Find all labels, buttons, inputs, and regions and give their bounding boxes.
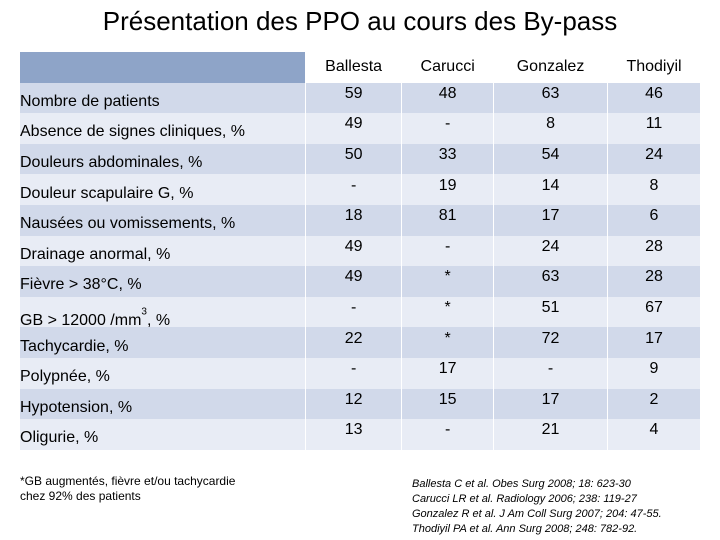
cell-value: 59 [304,82,402,114]
reference-item: Carucci LR et al. Radiology 2006; 238: 1… [412,493,637,505]
table-row: Absence de signes cliniques, % 49 - 8 11 [20,113,700,144]
cell-value: 18 [304,204,402,236]
cell-value: 22 [304,327,402,358]
cell-value: 15 [401,388,494,420]
footnote-line: chez 92% des patients [20,489,141,503]
row-label: Douleurs abdominales, % [20,143,306,175]
row-label: Nausées ou vomissements, % [20,204,306,236]
cell-value: 8 [607,174,700,205]
cell-value: - [401,113,494,144]
table-header-row: Ballesta Carucci Gonzalez Thodiyil [20,52,700,83]
cell-value: 49 [304,266,402,297]
row-label: Oligurie, % [20,419,306,450]
cell-value: 24 [493,235,608,267]
cell-value: 19 [401,174,494,205]
cell-value: 21 [493,419,608,450]
footnote-line: *GB augmentés, fièvre et/ou tachycardie [20,474,236,488]
cell-value: 63 [493,266,608,297]
row-label: Absence de signes cliniques, % [20,113,306,144]
table-row: Drainage anormal, % 49 - 24 28 [20,235,700,267]
column-header-carucci: Carucci [401,52,494,83]
reference-item: Gonzalez R et al. J Am Coll Surg 2007; 2… [412,508,662,520]
cell-value: 2 [607,388,700,420]
cell-value: 6 [607,204,700,236]
table-corner-cell [20,52,306,83]
cell-value: 54 [493,143,608,175]
table-row: Oligurie, % 13 - 21 4 [20,419,700,450]
reference-item: Ballesta C et al. Obes Surg 2008; 18: 62… [412,478,631,490]
references: Ballesta C et al. Obes Surg 2008; 18: 62… [412,477,712,537]
cell-value: 49 [304,235,402,267]
cell-value: - [493,357,608,389]
cell-value: 17 [401,357,494,389]
cell-value: 63 [493,82,608,114]
footnote: *GB augmentés, fièvre et/ou tachycardie … [20,474,340,504]
row-label: Drainage anormal, % [20,235,306,267]
cell-value: 67 [607,296,700,328]
cell-value: - [401,235,494,267]
cell-value: - [304,296,402,328]
row-label: Fièvre > 38°C, % [20,266,306,297]
cell-value: 72 [493,327,608,358]
cell-value: 17 [493,204,608,236]
table-row: Hypotension, % 12 15 17 2 [20,388,700,420]
cell-value: 9 [607,357,700,389]
cell-value: 14 [493,174,608,205]
cell-value: 51 [493,296,608,328]
cell-value: 8 [493,113,608,144]
row-label: Hypotension, % [20,388,306,420]
table-row: GB > 12000 /mm3, % - * 51 67 [20,296,700,329]
cell-value: 28 [607,266,700,297]
cell-value: * [401,296,494,328]
column-header-gonzalez: Gonzalez [493,52,608,83]
cell-value: - [304,174,402,205]
cell-value: 49 [304,113,402,144]
cell-value: 24 [607,143,700,175]
table-row: Douleurs abdominales, % 50 33 54 24 [20,143,700,175]
cell-value: - [401,419,494,450]
cell-value: 4 [607,419,700,450]
cell-value: 13 [304,419,402,450]
column-header-thodiyil: Thodiyil [607,52,700,83]
row-label: Tachycardie, % [20,327,306,358]
cell-value: - [304,357,402,389]
cell-value: 11 [607,113,700,144]
column-header-ballesta: Ballesta [304,52,402,83]
table-row: Fièvre > 38°C, % 49 * 63 28 [20,266,700,297]
cell-value: 48 [401,82,494,114]
cell-value: 17 [493,388,608,420]
row-label: Nombre de patients [20,82,306,114]
cell-value: 46 [607,82,700,114]
row-label: Douleur scapulaire G, % [20,174,306,205]
cell-value: 81 [401,204,494,236]
table-row: Polypnée, % - 17 - 9 [20,357,700,389]
cell-value: 33 [401,143,494,175]
table-row: Douleur scapulaire G, % - 19 14 8 [20,174,700,205]
table-row: Nombre de patients 59 48 63 46 [20,82,700,114]
row-label: GB > 12000 /mm3, % [20,296,306,329]
table-row: Tachycardie, % 22 * 72 17 [20,327,700,358]
cell-value: 28 [607,235,700,267]
ppo-table: Ballesta Carucci Gonzalez Thodiyil Nombr… [20,52,700,450]
cell-value: 50 [304,143,402,175]
row-label: Polypnée, % [20,357,306,389]
table-row: Nausées ou vomissements, % 18 81 17 6 [20,204,700,236]
cell-value: * [401,266,494,297]
reference-item: Thodiyil PA et al. Ann Surg 2008; 248: 7… [412,523,638,535]
cell-value: 12 [304,388,402,420]
cell-value: 17 [607,327,700,358]
slide-title: Présentation des PPO au cours des By-pas… [102,6,618,36]
cell-value: * [401,327,494,358]
